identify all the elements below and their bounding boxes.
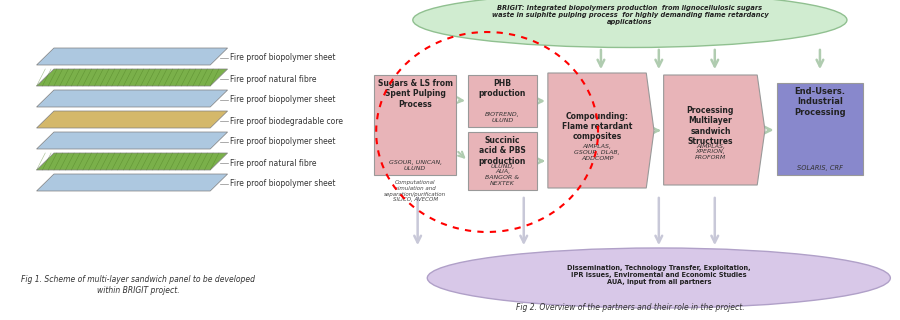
Polygon shape [37,90,228,107]
Text: Fire proof biopolymer sheet: Fire proof biopolymer sheet [230,180,335,188]
Text: End-Users.
Industrial
Processing: End-Users. Industrial Processing [794,87,846,117]
Text: Processing
Multilayer
sandwich
Structures: Processing Multilayer sandwich Structure… [687,106,734,146]
Text: AIMPLAS,
GSOUR, DLAB,
ADDCOMP: AIMPLAS, GSOUR, DLAB, ADDCOMP [574,144,620,161]
Text: GSOUR, UNICAN,
ULUND: GSOUR, UNICAN, ULUND [389,160,442,171]
Polygon shape [37,132,228,149]
Text: Fig 1. Scheme of multi-layer sandwich panel to be developed
within BRIGIT projec: Fig 1. Scheme of multi-layer sandwich pa… [21,275,255,295]
Text: Dissemination, Technology Transfer, Exploitation,
IPR issues, Enviromental and E: Dissemination, Technology Transfer, Expl… [567,265,751,285]
Text: Fire proof natural fibre: Fire proof natural fibre [230,158,316,167]
FancyBboxPatch shape [468,75,537,127]
Text: Fire proof biodegradable core: Fire proof biodegradable core [230,116,343,125]
Text: BIOTREND,
ULUND: BIOTREND, ULUND [485,112,520,123]
Text: Succinic
acid & PBS
production: Succinic acid & PBS production [479,136,526,166]
Polygon shape [548,73,654,188]
Ellipse shape [413,0,847,47]
Polygon shape [37,174,228,191]
FancyBboxPatch shape [374,75,456,175]
Text: Fire proof biopolymer sheet: Fire proof biopolymer sheet [230,138,335,147]
FancyBboxPatch shape [777,83,863,175]
FancyBboxPatch shape [468,132,537,190]
Polygon shape [37,153,228,170]
Polygon shape [37,69,228,86]
Polygon shape [663,75,765,185]
Text: Fire proof biopolymer sheet: Fire proof biopolymer sheet [230,53,335,62]
Polygon shape [37,48,228,65]
Text: PHB
production: PHB production [479,79,526,99]
Text: Fire proof natural fibre: Fire proof natural fibre [230,75,316,84]
Text: ULUND,
AUA,
BANGOR &
NEXTEK: ULUND, AUA, BANGOR & NEXTEK [485,164,519,186]
Text: Fig 2. Overview of the partners and their role in the project.: Fig 2. Overview of the partners and thei… [516,303,744,312]
Text: Fire proof biopolymer sheet: Fire proof biopolymer sheet [230,95,335,105]
Text: Computational
simulation and
separation/purification
SILICO, AVECOM: Computational simulation and separation/… [384,180,446,203]
Ellipse shape [428,248,890,308]
Text: AIMPLAS,
XPERION,
PROFORM: AIMPLAS, XPERION, PROFORM [695,144,726,160]
Text: Compounding:
Flame retardant
composites: Compounding: Flame retardant composites [562,112,633,141]
Text: Sugars & LS from
Spent Pulping
Process: Sugars & LS from Spent Pulping Process [378,79,453,109]
Text: SOLARIS, CRF: SOLARIS, CRF [797,165,843,171]
Polygon shape [37,111,228,128]
Text: BRIGIT: Integrated biopolymers production  from lignocellulosic sugars
waste in : BRIGIT: Integrated biopolymers productio… [491,5,769,25]
